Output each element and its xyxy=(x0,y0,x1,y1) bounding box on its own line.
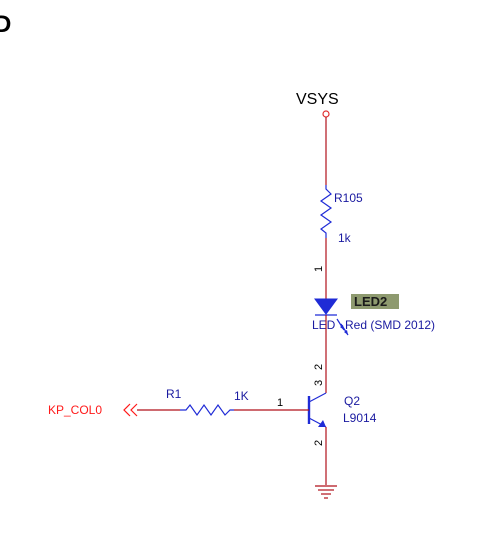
q2-ref: Q2 xyxy=(344,394,360,408)
led2-ref: LED2 xyxy=(354,294,387,309)
r105-resistor-symbol xyxy=(319,185,333,238)
kp-col0-port-chevron-2 xyxy=(130,403,138,417)
r105-ref: R105 xyxy=(334,191,363,205)
r1-resistor-symbol xyxy=(180,403,234,417)
q2-collector-pin: 3 xyxy=(313,380,325,386)
vsys-label: VSYS xyxy=(296,91,339,108)
q2-base-pin: 1 xyxy=(277,397,283,409)
q2-emitter-arrow xyxy=(318,420,326,427)
corner-letter: D xyxy=(0,11,11,38)
led2-highlight xyxy=(351,294,399,309)
q2-collector-lead xyxy=(308,392,327,403)
q2-emitter-pin: 2 xyxy=(313,440,325,446)
r105-value: 1k xyxy=(338,231,352,245)
r1-value: 1K xyxy=(234,389,249,403)
led-pin-2: 2 xyxy=(313,364,325,370)
vsys-port-symbol xyxy=(322,110,330,118)
q2-value: L9014 xyxy=(343,411,377,425)
kp-col0-port-chevron-1 xyxy=(123,403,131,417)
led-pin-1: 1 xyxy=(313,266,325,272)
led2-value: Red (SMD 2012) xyxy=(345,318,435,332)
kp-col0-label: KP_COL0 xyxy=(48,403,102,417)
led2-emission-arrowhead-2 xyxy=(344,330,348,335)
r1-ref: R1 xyxy=(166,387,182,401)
led2-label-prefix: LED xyxy=(312,318,336,332)
led2-diode-symbol xyxy=(314,298,338,315)
